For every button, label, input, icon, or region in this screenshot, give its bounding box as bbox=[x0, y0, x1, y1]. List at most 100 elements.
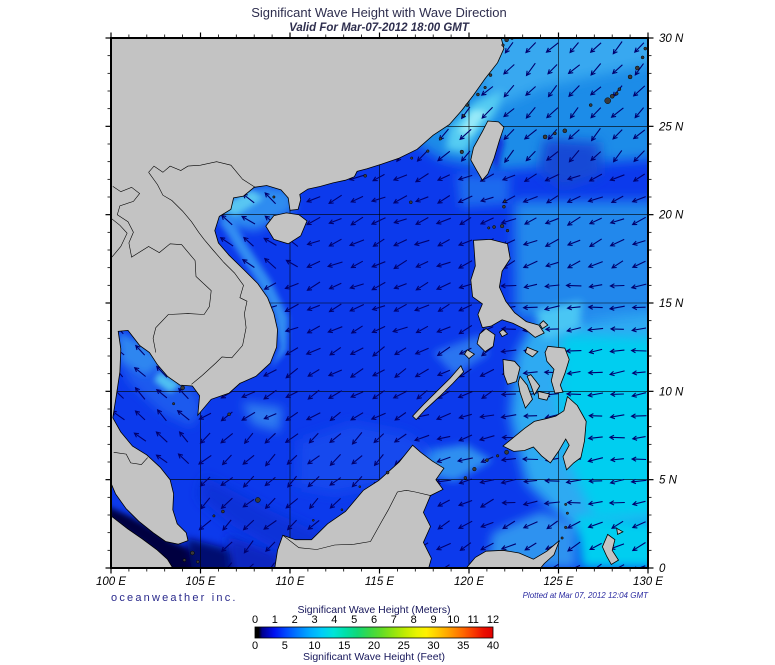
island bbox=[643, 46, 648, 51]
land-borneo bbox=[274, 444, 445, 568]
border-myanmar-thailand bbox=[110, 217, 128, 258]
ocean-shading-layer bbox=[111, 38, 648, 568]
island bbox=[465, 103, 469, 107]
axis-labels: 100 E 105 E 110 E 115 E 120 E 125 E 130 E0 5 N 1… bbox=[96, 33, 684, 588]
colorbar-feet-tick: 30 bbox=[427, 640, 439, 652]
colorbar-feet-tick: 40 bbox=[487, 640, 499, 652]
island bbox=[501, 43, 505, 47]
map-title: Significant Wave Height with Wave Direct… bbox=[251, 5, 507, 20]
region-philippine-sea-mid bbox=[513, 200, 648, 329]
colorbar-feet-tick: 35 bbox=[457, 640, 469, 652]
land-taiwan bbox=[470, 120, 505, 181]
island bbox=[358, 485, 362, 488]
colorbar-meters-tick: 7 bbox=[391, 614, 397, 626]
colorbar-gradient-bar bbox=[254, 626, 494, 639]
island bbox=[564, 525, 568, 529]
colorbar-meters-caption: Significant Wave Height (Meters) bbox=[297, 604, 450, 616]
colorbar-feet-tick: 25 bbox=[398, 640, 410, 652]
island bbox=[312, 519, 315, 522]
region-vietnam-coast-light bbox=[220, 216, 289, 369]
colorbar-meters-tick: 12 bbox=[487, 614, 499, 626]
island bbox=[505, 228, 510, 233]
colorbar-feet-tick: 20 bbox=[368, 640, 380, 652]
island bbox=[640, 55, 645, 60]
border-thailand-laos-cambodia bbox=[112, 186, 212, 353]
island bbox=[485, 458, 489, 462]
map-canvas bbox=[105, 32, 654, 574]
island bbox=[503, 199, 507, 203]
island bbox=[496, 454, 500, 458]
colorbar-meters-tick: 8 bbox=[411, 614, 417, 626]
land-asia-mainland bbox=[111, 38, 505, 545]
lat-label-0: 0 bbox=[659, 563, 666, 575]
colorbar-feet-tick: 15 bbox=[338, 640, 350, 652]
island bbox=[472, 467, 477, 472]
region-philippine-sea-bright bbox=[558, 334, 648, 519]
colorbar-feet-tick: 0 bbox=[252, 640, 258, 652]
border-malaysia-thailand bbox=[113, 452, 148, 465]
island bbox=[182, 558, 187, 562]
lon-label-120: 120 E bbox=[454, 576, 484, 588]
island bbox=[560, 536, 564, 540]
land-masbate bbox=[524, 346, 539, 358]
island bbox=[410, 156, 414, 160]
island bbox=[180, 385, 185, 391]
land-halmahera bbox=[601, 533, 620, 566]
lat-label-15: 15 N bbox=[659, 298, 684, 310]
island bbox=[604, 97, 611, 104]
island bbox=[488, 73, 493, 77]
colorbar-meters-tick: 10 bbox=[447, 614, 459, 626]
land-sumatra bbox=[111, 515, 174, 568]
lon-label-105: 105 E bbox=[185, 576, 215, 588]
island bbox=[500, 224, 505, 229]
land-cebu bbox=[526, 374, 541, 396]
tick-marks bbox=[105, 32, 654, 574]
island bbox=[190, 550, 195, 556]
island bbox=[502, 204, 506, 209]
island bbox=[340, 508, 344, 511]
island bbox=[565, 511, 569, 515]
land-sulawesi-north-arm bbox=[465, 540, 560, 568]
island bbox=[363, 174, 367, 178]
border-malaysia-indonesia-borneo bbox=[282, 489, 431, 550]
colorbar-meters-tick: 9 bbox=[430, 614, 436, 626]
island bbox=[255, 497, 261, 503]
island bbox=[504, 450, 509, 455]
land-samar-leyte bbox=[544, 345, 570, 394]
island bbox=[426, 149, 430, 153]
region-calamian-light bbox=[433, 334, 489, 376]
colorbar-meters-tick: 4 bbox=[331, 614, 337, 626]
colorbar-feet-caption: Significant Wave Height (Feet) bbox=[303, 651, 445, 663]
island bbox=[627, 74, 633, 80]
lat-label-5: 5 N bbox=[659, 475, 678, 487]
colorbar-feet-tick: 10 bbox=[308, 640, 320, 652]
lat-label-20: 20 N bbox=[658, 210, 684, 222]
plotted-timestamp: Plotted at Mar 07, 2012 12:04 GMT bbox=[523, 591, 650, 600]
region-ecs-light bbox=[478, 38, 648, 113]
land-negros bbox=[517, 375, 533, 409]
island bbox=[476, 92, 480, 97]
colorbar-meters-tick: 1 bbox=[272, 614, 278, 626]
island bbox=[462, 114, 466, 118]
land-layer bbox=[111, 38, 648, 568]
island bbox=[385, 470, 390, 475]
land-marinduque bbox=[498, 328, 509, 338]
border-layer bbox=[110, 161, 431, 550]
region-taiwan-east-dark bbox=[538, 138, 602, 189]
colorbar-feet-tick: 5 bbox=[282, 640, 288, 652]
colorbar: 0 1 2 3 4 5 6 7 8 9 10 11 120 5 10 15 20 25 30 35 40 bbox=[252, 614, 499, 652]
lon-label-125: 125 E bbox=[543, 576, 573, 588]
lat-label-25: 25 N bbox=[658, 121, 684, 133]
region-gulf-thailand-upper bbox=[118, 331, 163, 376]
land-hainan bbox=[265, 212, 308, 245]
map-layers bbox=[111, 38, 648, 568]
colorbar-meters-tick: 5 bbox=[351, 614, 357, 626]
island bbox=[487, 226, 491, 230]
land-mindoro bbox=[476, 328, 496, 353]
lat-label-30: 30 N bbox=[659, 33, 684, 45]
island bbox=[564, 502, 568, 506]
land-panay bbox=[502, 359, 521, 385]
island bbox=[492, 225, 496, 229]
